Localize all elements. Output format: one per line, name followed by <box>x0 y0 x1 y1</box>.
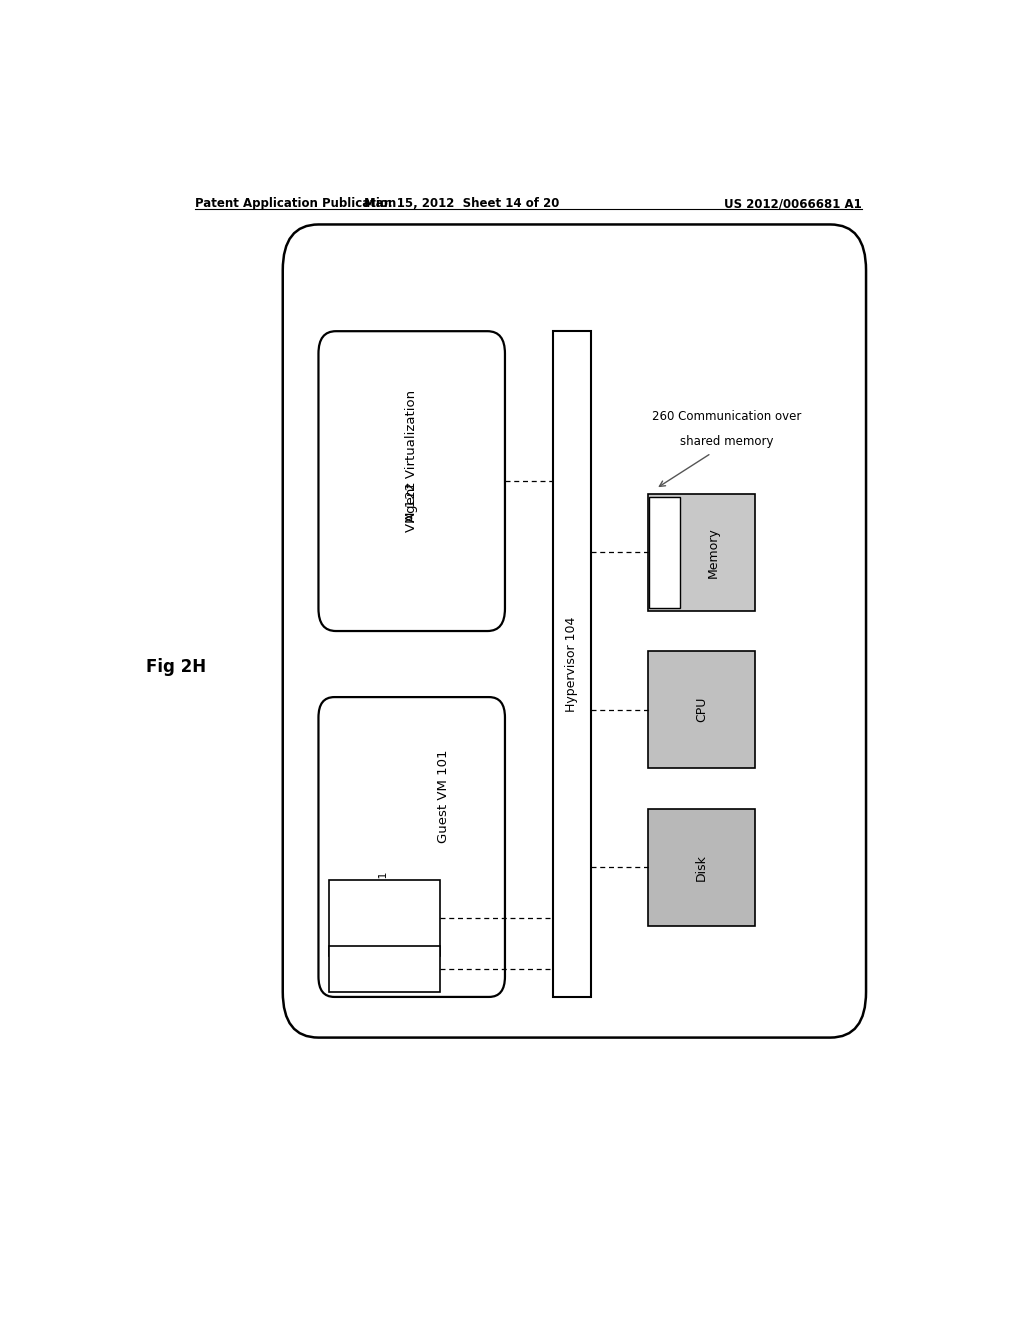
Bar <box>553 331 591 997</box>
Text: US 2012/0066681 A1: US 2012/0066681 A1 <box>724 197 862 210</box>
Text: Guest VM 101: Guest VM 101 <box>437 750 450 843</box>
Bar <box>649 496 680 607</box>
Bar <box>329 880 440 956</box>
Bar <box>648 651 755 768</box>
Text: Fig 2H: Fig 2H <box>145 657 206 676</box>
Bar <box>648 494 755 611</box>
Text: Hooks/proxy 211: Hooks/proxy 211 <box>379 871 389 965</box>
Text: Mar. 15, 2012  Sheet 14 of 20: Mar. 15, 2012 Sheet 14 of 20 <box>364 197 559 210</box>
FancyBboxPatch shape <box>318 697 505 997</box>
Text: Disk: Disk <box>695 854 708 880</box>
Text: 260 Communication over: 260 Communication over <box>652 409 802 422</box>
Text: shared memory: shared memory <box>680 436 774 447</box>
Text: Agent Virtualization: Agent Virtualization <box>406 389 418 521</box>
Text: Hypervisor 104: Hypervisor 104 <box>565 616 579 711</box>
Bar <box>329 946 440 991</box>
Text: Memory: Memory <box>707 527 720 578</box>
Text: VM 122: VM 122 <box>406 482 418 532</box>
Text: Kernel: Kernel <box>379 952 389 986</box>
FancyBboxPatch shape <box>318 331 505 631</box>
Bar <box>648 809 755 925</box>
Text: CPU: CPU <box>695 697 708 722</box>
FancyBboxPatch shape <box>283 224 866 1038</box>
Text: Patent Application Publication: Patent Application Publication <box>196 197 396 210</box>
